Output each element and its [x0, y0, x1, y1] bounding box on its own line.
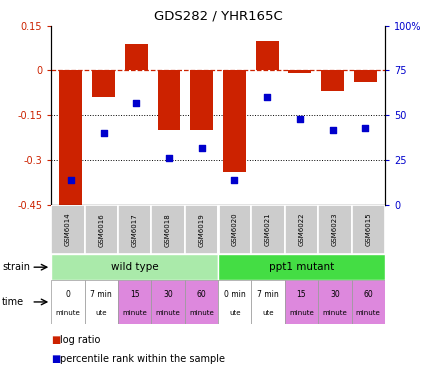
- Bar: [51, 254, 218, 280]
- Point: [231, 177, 238, 183]
- Text: GSM6017: GSM6017: [132, 213, 138, 247]
- Text: minute: minute: [56, 310, 80, 316]
- Text: GSM6023: GSM6023: [332, 213, 338, 246]
- Text: ■: ■: [51, 335, 61, 346]
- Text: GSM6014: GSM6014: [65, 213, 71, 246]
- Bar: [151, 280, 185, 324]
- Bar: [318, 280, 352, 324]
- Text: GDS282 / YHR165C: GDS282 / YHR165C: [154, 9, 283, 22]
- Bar: [288, 71, 312, 74]
- Text: GSM6022: GSM6022: [299, 213, 304, 246]
- Text: 7 min: 7 min: [257, 290, 279, 299]
- Bar: [352, 280, 385, 324]
- Text: log ratio: log ratio: [60, 335, 101, 346]
- Text: GSM6021: GSM6021: [265, 213, 271, 246]
- Text: 60: 60: [197, 290, 206, 299]
- Text: GSM6019: GSM6019: [198, 213, 204, 247]
- Bar: [256, 41, 279, 71]
- Point: [296, 116, 303, 122]
- Text: GSM6018: GSM6018: [165, 213, 171, 247]
- Point: [329, 127, 336, 132]
- Text: 7 min: 7 min: [90, 290, 112, 299]
- Bar: [218, 254, 385, 280]
- Bar: [118, 280, 151, 324]
- Point: [362, 125, 369, 131]
- Bar: [51, 280, 85, 324]
- Bar: [251, 205, 285, 254]
- Text: 30: 30: [330, 290, 340, 299]
- Text: 60: 60: [364, 290, 373, 299]
- Point: [100, 130, 107, 136]
- Text: wild type: wild type: [111, 262, 158, 272]
- Bar: [218, 280, 251, 324]
- Bar: [354, 71, 377, 82]
- Text: ute: ute: [229, 310, 240, 316]
- Point: [198, 145, 205, 150]
- Text: ute: ute: [263, 310, 274, 316]
- Bar: [190, 71, 213, 130]
- Bar: [218, 205, 251, 254]
- Bar: [85, 205, 118, 254]
- Bar: [151, 205, 185, 254]
- Text: 30: 30: [163, 290, 173, 299]
- Point: [133, 100, 140, 106]
- Text: 15: 15: [297, 290, 306, 299]
- Bar: [223, 71, 246, 172]
- Text: percentile rank within the sample: percentile rank within the sample: [60, 354, 225, 364]
- Bar: [92, 71, 115, 97]
- Text: strain: strain: [2, 262, 30, 272]
- Text: ■: ■: [51, 354, 61, 364]
- Point: [166, 156, 173, 161]
- Bar: [185, 280, 218, 324]
- Text: time: time: [2, 297, 24, 307]
- Bar: [321, 71, 344, 92]
- Text: 0 min: 0 min: [224, 290, 246, 299]
- Bar: [285, 205, 318, 254]
- Text: minute: minute: [122, 310, 147, 316]
- Text: 15: 15: [130, 290, 139, 299]
- Text: minute: minute: [323, 310, 347, 316]
- Text: minute: minute: [156, 310, 180, 316]
- Point: [263, 94, 271, 100]
- Text: GSM6015: GSM6015: [365, 213, 371, 246]
- Bar: [59, 71, 82, 208]
- Bar: [158, 71, 180, 130]
- Text: minute: minute: [189, 310, 214, 316]
- Bar: [118, 205, 151, 254]
- Bar: [85, 280, 118, 324]
- Bar: [51, 205, 85, 254]
- Bar: [251, 280, 285, 324]
- Bar: [352, 205, 385, 254]
- Text: minute: minute: [356, 310, 380, 316]
- Text: ppt1 mutant: ppt1 mutant: [269, 262, 334, 272]
- Bar: [318, 205, 352, 254]
- Bar: [285, 280, 318, 324]
- Text: ute: ute: [96, 310, 107, 316]
- Text: 0: 0: [65, 290, 70, 299]
- Text: GSM6016: GSM6016: [98, 213, 104, 247]
- Point: [67, 177, 74, 183]
- Bar: [185, 205, 218, 254]
- Text: GSM6020: GSM6020: [232, 213, 238, 246]
- Bar: [125, 44, 148, 71]
- Text: minute: minute: [289, 310, 314, 316]
